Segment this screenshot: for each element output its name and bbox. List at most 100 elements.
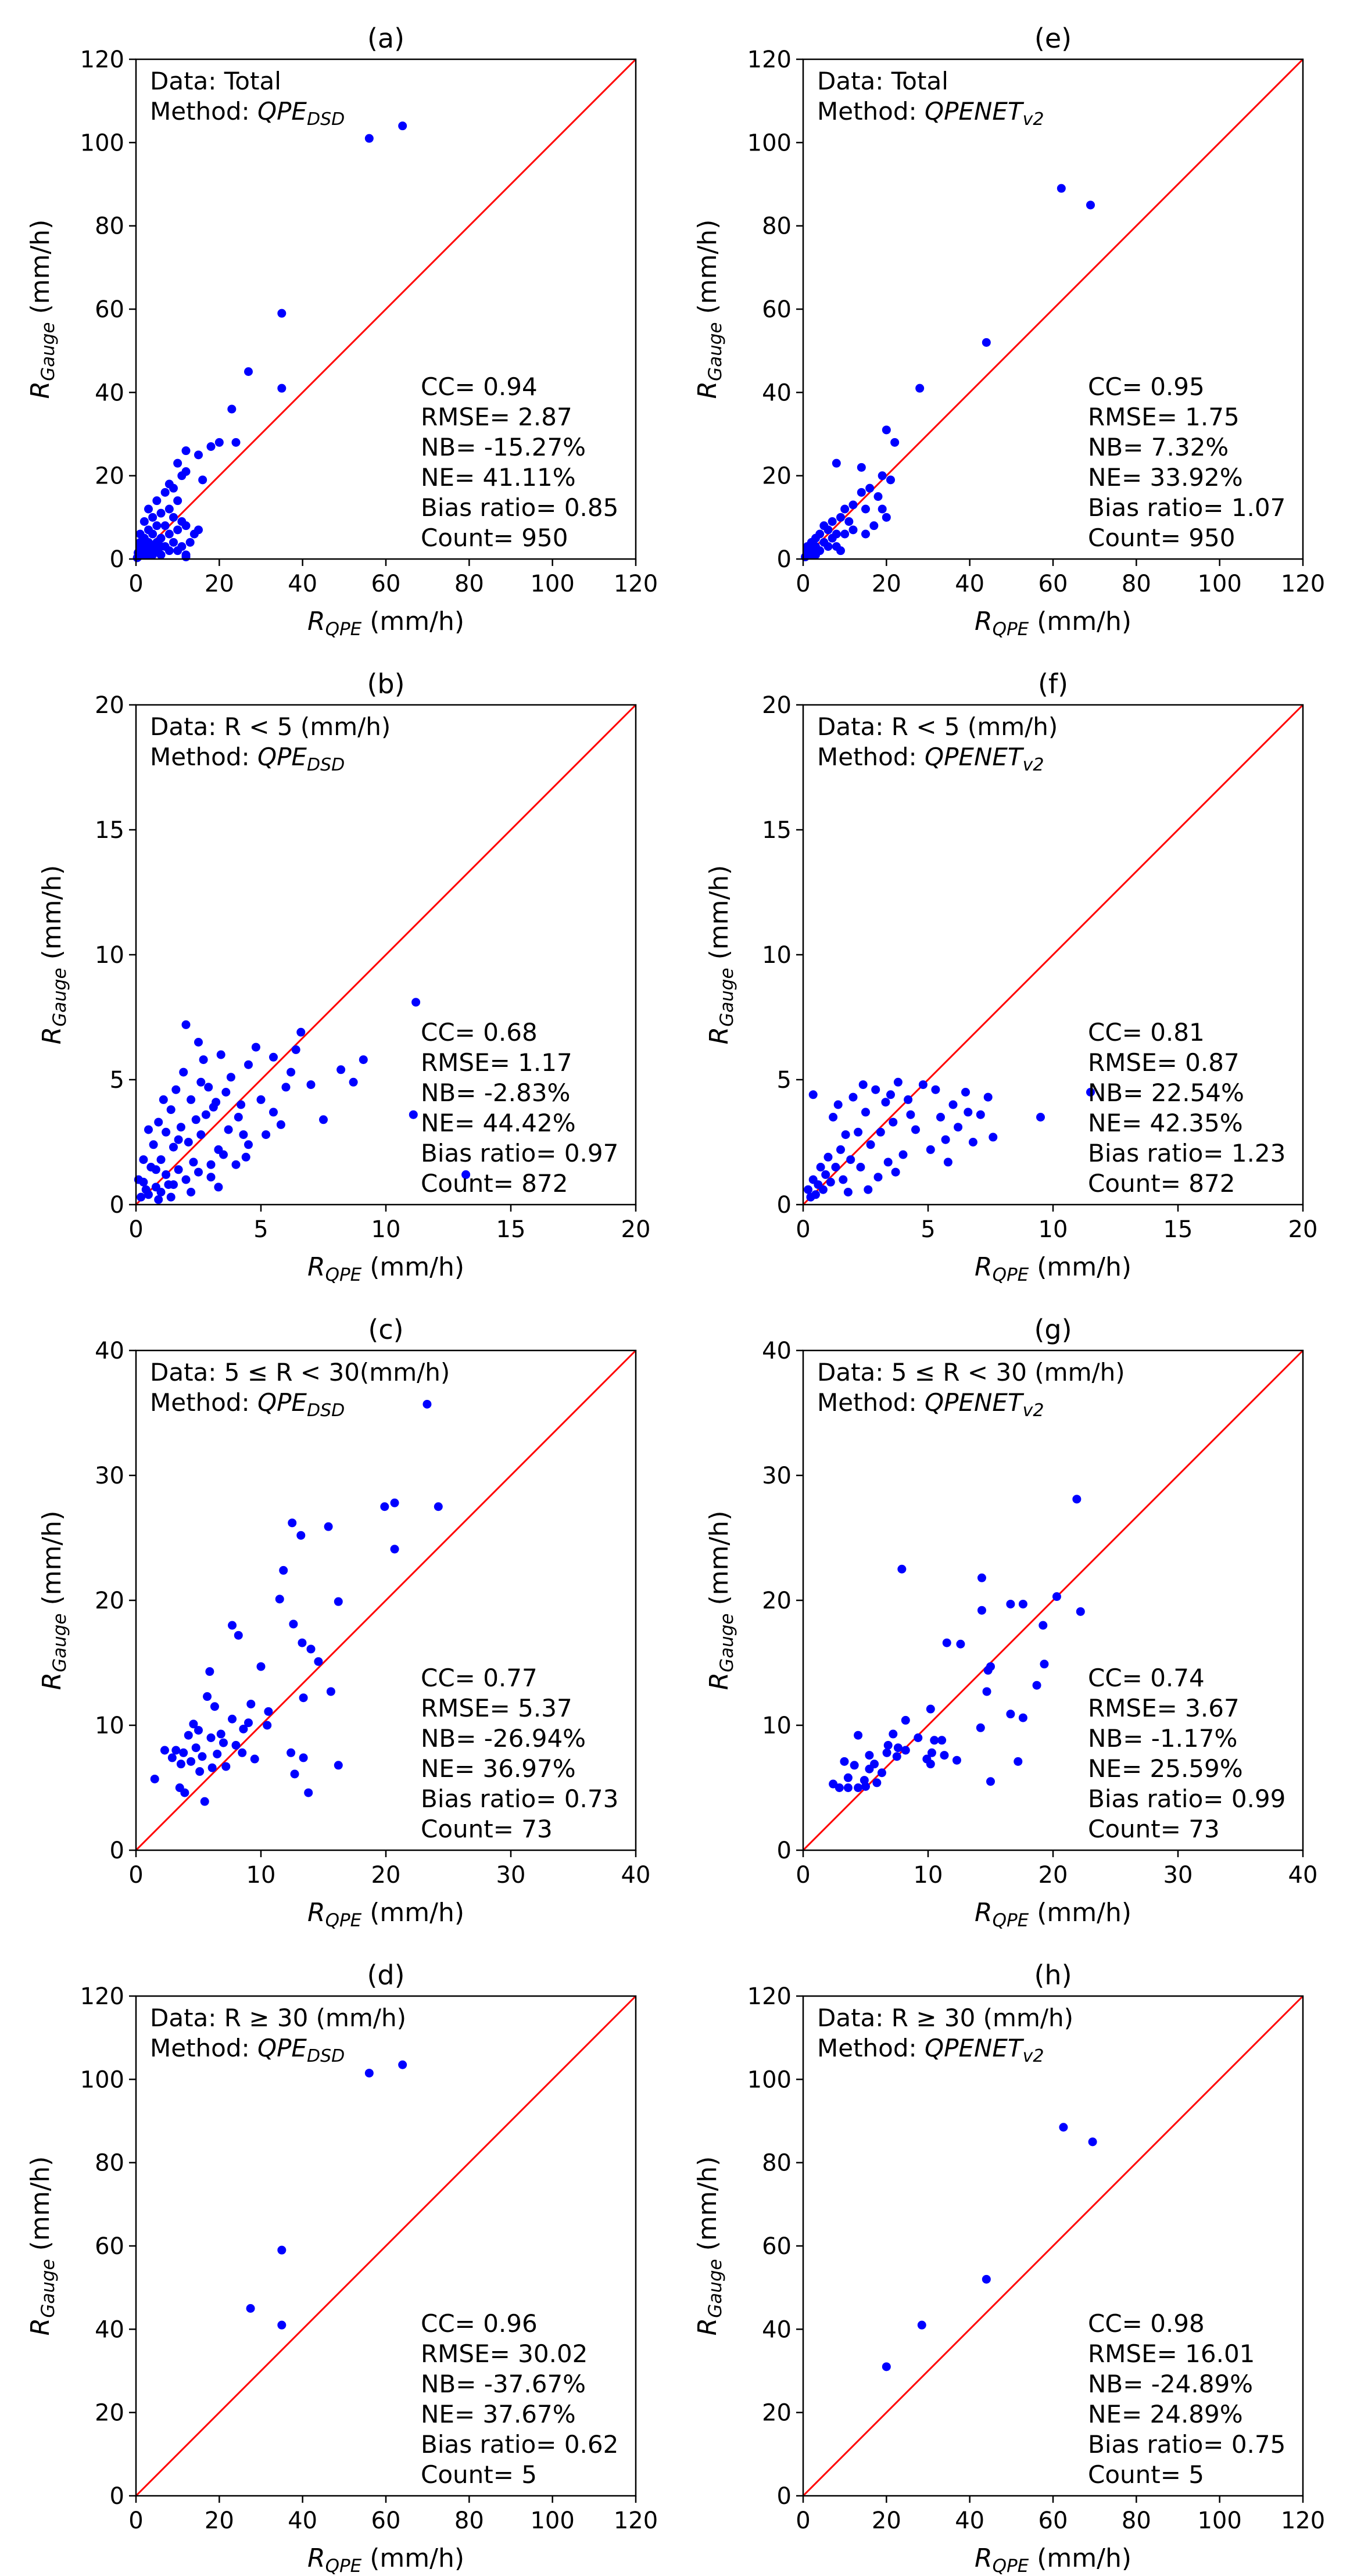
scatter-point [956, 1639, 965, 1649]
scatter-point [870, 1760, 879, 1769]
scatter-point [299, 1753, 308, 1762]
data-description: Data: 5 ≤ R < 30 (mm/h) [817, 1358, 1125, 1386]
scatter-point [184, 1138, 193, 1147]
stat-line: NE= 42.35% [1088, 1109, 1243, 1137]
scatter-point [840, 1757, 849, 1766]
scatter-point [151, 1165, 160, 1174]
scatter-point [162, 1170, 171, 1179]
stat-line: Bias ratio= 0.99 [1088, 1785, 1285, 1813]
scatter-point [861, 504, 870, 514]
scatter-point [936, 1113, 945, 1122]
x-axis-label: RQPE (mm/h) [307, 607, 464, 640]
scatter-point [263, 1721, 272, 1730]
y-tick-label: 15 [95, 817, 124, 844]
scatter-point [210, 1702, 219, 1711]
scatter-point [287, 1067, 296, 1077]
scatter-point [198, 1752, 207, 1761]
x-tick-label: 30 [1163, 1862, 1193, 1889]
scatter-point [840, 504, 850, 514]
scatter-point [133, 553, 142, 563]
scatter-point [872, 1778, 882, 1787]
scatter-point [866, 1140, 875, 1149]
scatter-point [276, 1120, 285, 1129]
scatter-point [144, 1125, 153, 1134]
scatter-point [187, 1757, 196, 1766]
scatter-point [854, 1127, 863, 1137]
y-tick-label: 5 [110, 1067, 124, 1094]
scatter-point [826, 1177, 835, 1187]
x-tick-label: 40 [288, 571, 317, 597]
scatter-point [906, 1110, 915, 1119]
x-tick-label: 0 [128, 2507, 143, 2534]
scatter-point [334, 1761, 343, 1770]
scatter-point [848, 1092, 858, 1102]
scatter-point [836, 546, 845, 556]
y-tick-label: 0 [777, 546, 792, 573]
scatter-point [336, 1065, 346, 1074]
x-tick-label: 5 [253, 1216, 268, 1243]
x-tick-label: 100 [530, 571, 574, 597]
scatter-point [1006, 1599, 1015, 1608]
scatter-point [1014, 1757, 1023, 1766]
scatter-point [926, 1760, 935, 1769]
scatter-point [169, 1142, 178, 1152]
stat-line: RMSE= 16.01 [1088, 2339, 1255, 2368]
scatter-point [808, 1175, 818, 1184]
scatter-point [889, 1117, 898, 1127]
one-to-one-line [135, 704, 637, 1206]
y-tick-label: 120 [80, 1983, 124, 2010]
y-axis-label: RGauge (mm/h) [37, 1511, 70, 1690]
y-tick-label: 120 [80, 46, 124, 73]
y-tick-label: 0 [110, 546, 124, 573]
y-tick-label: 60 [762, 296, 792, 323]
scatter-point [189, 1158, 198, 1167]
scatter-point [160, 521, 170, 531]
scatter-point [1018, 1713, 1027, 1722]
stat-line: NE= 25.59% [1088, 1754, 1243, 1783]
scatter-point [148, 513, 157, 522]
stat-line: CC= 0.94 [421, 372, 538, 401]
scatter-point [806, 1192, 815, 1202]
scatter-point [198, 475, 207, 485]
scatter-point [334, 1597, 343, 1606]
scatter-point [948, 1100, 958, 1109]
scatter-point [287, 1748, 296, 1757]
scatter-point [398, 2060, 407, 2069]
scatter-point [901, 1746, 910, 1755]
x-tick-label: 80 [454, 571, 484, 597]
scatter-point [848, 500, 858, 510]
scatter-point [219, 1738, 228, 1747]
scatter-point [986, 1777, 995, 1786]
y-tick-label: 100 [747, 2066, 792, 2093]
panel-title: (e) [1034, 23, 1072, 54]
data-description: Data: Total [817, 67, 948, 95]
scatter-point [152, 496, 162, 506]
scatter-point [181, 521, 191, 531]
stat-line: Bias ratio= 1.07 [1088, 493, 1285, 522]
scatter-point [164, 504, 174, 514]
scatter-point [889, 1729, 898, 1739]
scatter-point [858, 1080, 868, 1090]
scatter-point [166, 1192, 176, 1202]
panel-title: (g) [1034, 1314, 1072, 1345]
x-tick-label: 0 [796, 1862, 810, 1889]
stat-line: NE= 44.42% [421, 1109, 576, 1137]
stat-line: Count= 5 [421, 2460, 537, 2489]
scatter-point [843, 1188, 853, 1196]
scatter-point [304, 1788, 313, 1797]
scatter-point [861, 529, 870, 539]
scatter-point [167, 1753, 177, 1762]
scatter-point [843, 1773, 853, 1782]
y-axis-label: RGauge (mm/h) [704, 865, 737, 1045]
stat-line: RMSE= 1.17 [421, 1048, 572, 1077]
y-tick-label: 10 [762, 1712, 792, 1739]
scatter-point [911, 1125, 920, 1134]
scatter-point [968, 1138, 977, 1147]
scatter-point [349, 1077, 358, 1087]
y-tick-label: 30 [762, 1463, 792, 1489]
x-tick-label: 10 [1039, 1216, 1068, 1243]
scatter-point [180, 1788, 189, 1797]
scatter-point [244, 1060, 253, 1069]
scatter-point [306, 1645, 316, 1654]
